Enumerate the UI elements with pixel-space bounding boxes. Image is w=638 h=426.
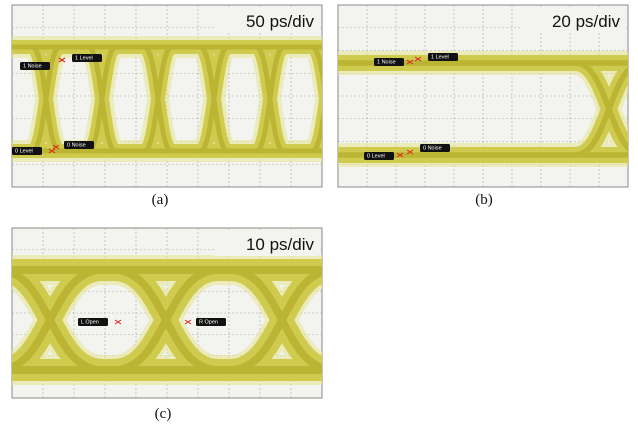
tag-label: 1 Level xyxy=(75,55,93,61)
tag-label: 1 Level xyxy=(431,54,449,60)
eye-core xyxy=(12,266,322,374)
marker xyxy=(114,319,122,325)
eye-core xyxy=(12,44,322,154)
scale-bg xyxy=(520,9,624,33)
marker xyxy=(406,149,414,155)
scale-label: 20 ps/div xyxy=(552,12,621,31)
marker xyxy=(414,56,422,62)
tag-label: 0 Noise xyxy=(423,145,442,151)
eye-core xyxy=(338,60,628,158)
marker xyxy=(58,57,66,63)
scale-label: 10 ps/div xyxy=(246,235,315,254)
tag-bg xyxy=(20,62,50,70)
caption: (a) xyxy=(152,192,169,208)
caption: (b) xyxy=(475,192,493,208)
marker xyxy=(184,319,192,325)
tag-label: 0 Level xyxy=(367,153,385,159)
tag-label: L Open xyxy=(81,319,99,325)
marker xyxy=(406,59,414,65)
tag-bg xyxy=(374,58,404,66)
scale-bg xyxy=(214,9,318,33)
tag-bg xyxy=(64,141,94,149)
scale-label: 50 ps/div xyxy=(246,12,315,31)
screen-content xyxy=(12,5,322,187)
tag-label: 1 Noise xyxy=(377,59,396,65)
eye-panel: 50 ps/div 1 Noise 1 Level 0 Level 0 Noise xyxy=(11,4,323,188)
tag-label: 0 Level xyxy=(15,148,33,154)
screen-content xyxy=(338,5,628,187)
tag-label: 1 Noise xyxy=(23,63,42,69)
marker xyxy=(48,148,56,154)
tag-bg xyxy=(420,144,450,152)
eye-panel: 20 ps/div 1 Noise 1 Level 0 Level 0 Noise xyxy=(337,4,629,188)
marker xyxy=(396,152,404,158)
tag-bg xyxy=(428,53,458,61)
tag-bg xyxy=(72,54,102,62)
marker xyxy=(52,144,60,150)
tag-bg xyxy=(78,318,108,326)
tag-label: 0 Noise xyxy=(67,142,86,148)
tag-bg xyxy=(364,152,394,160)
tag-bg xyxy=(196,318,226,326)
tag-label: R Open xyxy=(199,319,218,325)
caption: (c) xyxy=(155,406,172,422)
eye-panel: 10 ps/div L Open R Open xyxy=(11,227,323,399)
tag-bg xyxy=(12,147,42,155)
scale-bg xyxy=(214,232,318,256)
screen-content xyxy=(12,228,322,398)
